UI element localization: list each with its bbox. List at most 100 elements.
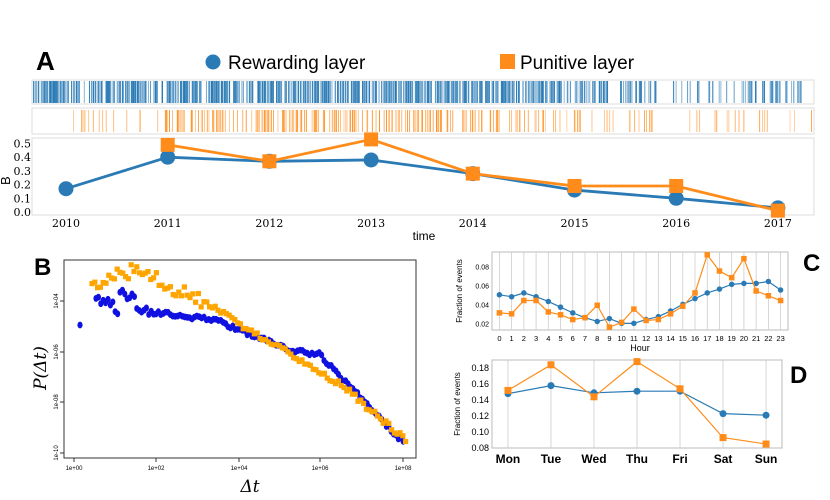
- rewarding-point: [631, 320, 637, 327]
- punitive-point: [728, 274, 735, 281]
- panel-x-tick-label: 17: [703, 334, 711, 343]
- rewarding-point: [765, 278, 772, 285]
- punitive-point: [633, 358, 641, 366]
- panel-b-punitive-point: [403, 438, 409, 445]
- panel-a-y-label: B: [0, 176, 13, 185]
- panel-b-punitive-point: [106, 272, 112, 278]
- panel-a-plot-frame: [31, 137, 815, 216]
- panel-a-x-tick-label: 2010: [52, 217, 80, 230]
- panel-b-rewarding-point: [110, 298, 116, 306]
- panel-b-punitive-point: [134, 264, 140, 270]
- panel-a-x-tick-label: 2012: [255, 217, 283, 230]
- panel-x-tick-label: 20: [740, 334, 748, 343]
- panel-x-tick-label: 19: [728, 334, 736, 343]
- rewarding-line: [65, 155, 779, 210]
- panel-b-punitive-point: [246, 327, 252, 333]
- panel-a-x-tick-label: 2014: [459, 217, 487, 230]
- panel-b-rewarding-point: [319, 351, 325, 359]
- panel-b-x-tick-label: 1e+06: [312, 466, 330, 472]
- panel-b-y-tick-label: 1e-04: [54, 293, 60, 309]
- panel-b-punitive-point: [145, 268, 151, 275]
- panel-b-punitive-point: [319, 371, 325, 377]
- panel-y-tick-label: 0.04: [475, 302, 489, 309]
- panel-y-tick-label: 0.14: [471, 395, 489, 405]
- panel-b-rewarding-point: [105, 295, 111, 303]
- panel-b-punitive-point: [391, 430, 397, 436]
- panel-a-y-tick-label: 0.5: [14, 138, 32, 151]
- panel-b-punitive-point: [142, 270, 148, 276]
- panel-b-scatter-points: [77, 262, 409, 445]
- punitive-point: [692, 290, 698, 296]
- panel-x-tick-label: 18: [715, 334, 723, 343]
- rewarding-point: [762, 411, 770, 419]
- panel-b-y-label: P(Δt): [31, 346, 51, 391]
- panel-b-punitive-point: [285, 349, 291, 355]
- punitive-point: [770, 203, 785, 218]
- panel-b-punitive-point: [271, 342, 277, 348]
- panel-b-punitive-point: [327, 378, 333, 384]
- panel-b-punitive-point: [153, 270, 159, 276]
- panel-a-y-tick-label: 0.0: [14, 206, 32, 219]
- punitive-point: [753, 288, 759, 294]
- panel-b-punitive-point: [260, 337, 266, 343]
- panel-y-tick-label: 0.02: [475, 321, 489, 328]
- rewarding-point: [570, 310, 576, 316]
- punitive-point: [719, 434, 727, 442]
- panel-b-punitive-point: [235, 320, 241, 326]
- panel-c-y-ticks: 0.02 0.04 0.06 0.08: [475, 264, 489, 328]
- panel-b-punitive-point: [335, 378, 341, 384]
- panel-x-tick-label: 14: [666, 334, 674, 343]
- panel-b-punitive-point: [383, 418, 389, 424]
- panel-b-punitive-point: [240, 326, 246, 332]
- panel-y-tick-label: 0.10: [471, 427, 489, 437]
- punitive-point: [741, 255, 747, 262]
- rewarding-point: [557, 304, 564, 310]
- panel-x-tick-label: 13: [654, 334, 662, 343]
- panel-b-punitive-point: [307, 362, 313, 368]
- panel-b-y-tick-label: 1e-08: [54, 394, 60, 410]
- panel-b-y-tick-label: 1e-06: [54, 344, 60, 360]
- panel-b-punitive-point: [333, 381, 339, 387]
- panel-a-y-tick-label: 0.4: [14, 151, 32, 164]
- panel-b-rewarding-point: [143, 304, 149, 312]
- legend-marker-punitive: [500, 54, 515, 69]
- panel-a-x-tick-label: 2011: [154, 217, 182, 230]
- punitive-point: [465, 166, 480, 181]
- punitive-point: [765, 293, 772, 299]
- punitive-point: [716, 268, 723, 274]
- panel-b-rewarding-point: [115, 310, 121, 318]
- panel-b-punitive-point: [198, 304, 204, 310]
- panel-b-punitive-point: [347, 386, 353, 392]
- panel-a-y-ticks: 0.00.10.20.30.40.5: [14, 138, 32, 220]
- rewarding-point: [633, 387, 641, 395]
- punitive-point: [521, 297, 527, 304]
- panel-b-punitive-point: [100, 279, 106, 286]
- panel-b-punitive-point: [321, 370, 327, 376]
- punitive-event-ticks: [73, 110, 812, 132]
- panel-b-punitive-point: [316, 370, 322, 376]
- panel-b-x-tick-label: 1e+00: [66, 466, 84, 472]
- panel-b-punitive-point: [372, 408, 378, 414]
- panel-a-x-ticks: 2010 2011 2012 2013 2014 2015 2016 2017: [52, 217, 792, 230]
- punitive-point: [618, 319, 625, 326]
- rewarding-point: [692, 295, 698, 302]
- panel-b-punitive-point: [274, 342, 280, 348]
- panel-b-x-tick-label: 1e+02: [148, 466, 166, 472]
- rewarding-point: [716, 286, 723, 292]
- panel-b-punitive-point: [386, 420, 392, 427]
- panel-a-x-tick-label: 2013: [357, 217, 385, 230]
- panel-x-tick-label: 16: [691, 334, 699, 343]
- panel-x-tick-label: 6: [571, 334, 575, 343]
- panel-b-punitive-point: [212, 303, 218, 309]
- panel-x-tick-label: 22: [764, 334, 772, 343]
- panel-b-punitive-point: [232, 316, 238, 323]
- panel-b-punitive-point: [291, 355, 297, 361]
- panel-b-punitive-point: [187, 295, 193, 301]
- panel-b-plot-frame: [63, 259, 417, 459]
- punitive-point: [631, 306, 637, 312]
- panel-label-d: D: [790, 362, 807, 389]
- panel-b-punitive-point: [95, 285, 101, 291]
- panel-b-punitive-point: [277, 343, 283, 349]
- punitive-point: [704, 252, 710, 258]
